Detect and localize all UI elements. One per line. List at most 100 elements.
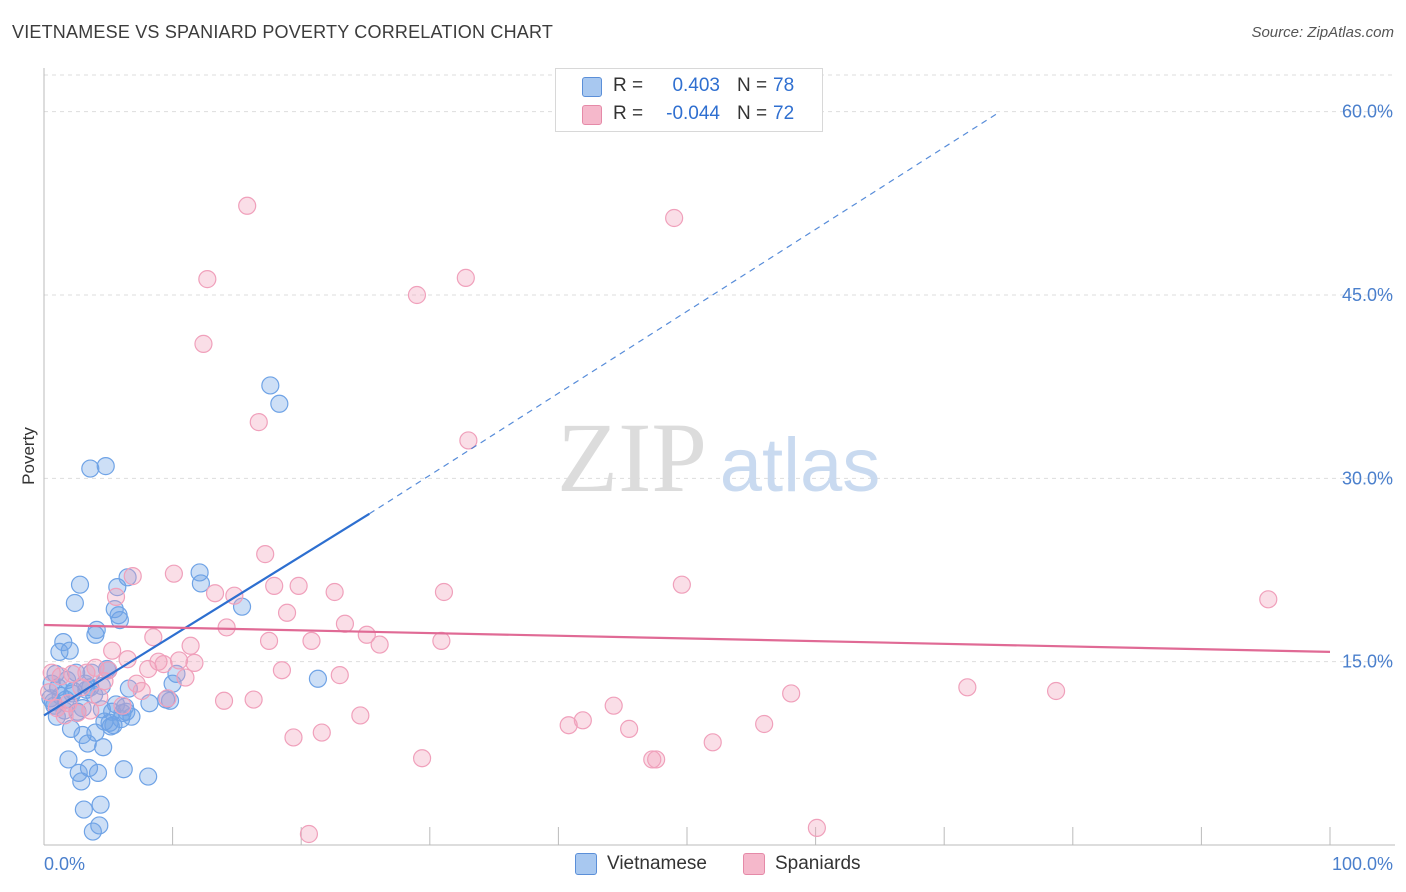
series-legend: Vietnamese Spaniards [0, 852, 1406, 878]
point-spaniards [302, 631, 321, 650]
point-spaniards [272, 661, 292, 680]
point-spaniards [265, 576, 284, 595]
point-spaniards [106, 587, 126, 606]
legend-n-value: 72 [773, 103, 795, 124]
tick-labels: 15.0% 30.0% 45.0% 60.0% 0.0% 100.0% [44, 102, 1393, 874]
y-axis-label: Poverty [19, 427, 38, 485]
point-vietnamese [74, 800, 93, 819]
legend-r-label: R = [613, 103, 644, 124]
point-spaniards [289, 576, 308, 595]
point-spaniards [256, 545, 275, 564]
point-spaniards [434, 582, 454, 602]
point-spaniards [335, 614, 355, 633]
y-tick-label: 30.0% [1342, 468, 1393, 488]
legend-n-value: 78 [773, 75, 795, 96]
legend-r-value: -0.044 [666, 103, 720, 124]
point-spaniards [194, 334, 213, 353]
legend-swatch-spaniards [582, 105, 602, 125]
point-spaniards [456, 268, 475, 287]
point-spaniards [238, 196, 257, 215]
point-vietnamese [81, 459, 100, 478]
chart-title: VIETNAMESE VS SPANIARD POVERTY CORRELATI… [12, 22, 554, 42]
point-vietnamese [96, 457, 115, 476]
point-vietnamese [114, 760, 133, 779]
legend-swatch-vietnamese [575, 853, 597, 875]
point-spaniards [357, 625, 376, 644]
legend-label-spaniards: Spaniards [775, 853, 861, 874]
point-spaniards [169, 651, 189, 670]
point-vietnamese [101, 717, 120, 736]
point-vietnamese [160, 691, 180, 710]
point-vietnamese [65, 593, 84, 613]
point-spaniards [755, 714, 774, 734]
point-vietnamese [110, 611, 129, 630]
point-spaniards [573, 711, 592, 730]
point-vietnamese [87, 620, 106, 639]
point-spaniards [620, 719, 639, 738]
correlation-legend: R = 0.403 N = 78 R = -0.044 N = 72 [555, 68, 823, 132]
point-vietnamese [261, 376, 280, 395]
point-spaniards [259, 631, 279, 650]
point-vietnamese [91, 795, 110, 814]
point-spaniards [370, 635, 389, 654]
point-spaniards [185, 653, 204, 672]
point-spaniards [284, 728, 303, 747]
legend-label-vietnamese: Vietnamese [607, 853, 707, 874]
watermark: ZIP atlas [557, 402, 880, 513]
point-vietnamese [72, 772, 91, 791]
point-vietnamese [167, 664, 186, 683]
grid [44, 74, 1395, 663]
point-vietnamese [70, 575, 90, 594]
point-vietnamese [60, 641, 79, 660]
point-vietnamese [88, 763, 108, 782]
point-spaniards [665, 208, 684, 228]
point-vietnamese [79, 758, 99, 778]
y-tick-label: 45.0% [1342, 285, 1393, 305]
point-vietnamese [94, 738, 113, 757]
watermark-atlas: atlas [720, 423, 881, 508]
point-spaniards [703, 733, 722, 752]
point-spaniards [214, 691, 234, 710]
point-spaniards [40, 683, 59, 702]
trend-line-vietnamese-extension [369, 112, 999, 515]
point-spaniards [312, 723, 331, 742]
source-note: Source: ZipAtlas.com [1251, 24, 1394, 41]
legend-swatch-spaniards [743, 853, 765, 875]
point-spaniards [181, 636, 200, 655]
watermark-zip: ZIP [557, 402, 707, 513]
point-spaniards [103, 641, 122, 660]
point-spaniards [42, 663, 61, 682]
point-spaniards [958, 678, 977, 697]
y-tick-label: 15.0% [1342, 652, 1393, 672]
point-spaniards [1046, 681, 1066, 701]
legend-r-label: R = [613, 75, 644, 96]
point-spaniards [198, 270, 217, 289]
trend-lines [43, 112, 1331, 717]
legend-r-value: 0.403 [672, 75, 720, 96]
point-spaniards [217, 618, 236, 637]
point-spaniards [432, 631, 451, 650]
point-spaniards [81, 701, 100, 720]
point-spaniards [407, 285, 427, 305]
x-tick-label: 0.0% [44, 854, 85, 874]
point-vietnamese [308, 669, 328, 688]
legend-n-label: N = [737, 103, 768, 124]
point-spaniards [672, 575, 691, 594]
point-spaniards [559, 716, 578, 735]
point-spaniards [782, 684, 801, 703]
point-vietnamese [191, 574, 210, 593]
point-vietnamese [270, 394, 289, 413]
point-spaniards [351, 706, 370, 725]
point-spaniards [51, 667, 70, 686]
legend-row-spaniards: R = -0.044 N = 72 [556, 100, 822, 130]
point-spaniards [90, 688, 109, 707]
point-spaniards [807, 818, 826, 837]
point-spaniards [330, 666, 349, 685]
legend-row-vietnamese: R = 0.403 N = 78 [556, 72, 822, 102]
x-tick-label: 100.0% [1332, 854, 1393, 874]
point-vietnamese [90, 816, 109, 835]
point-spaniards [164, 564, 183, 583]
point-spaniards [132, 681, 151, 701]
point-spaniards [95, 672, 114, 691]
